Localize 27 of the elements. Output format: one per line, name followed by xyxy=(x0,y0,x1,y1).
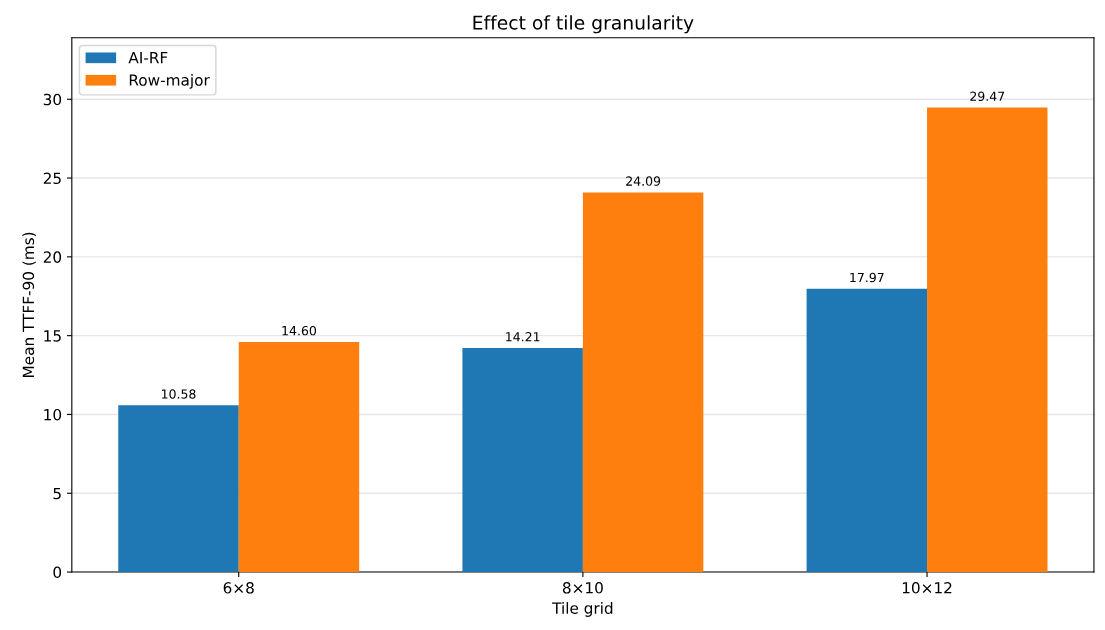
y-tick-label: 15 xyxy=(44,330,61,342)
data-label: 14.21 xyxy=(506,332,540,342)
bar xyxy=(582,192,704,573)
legend-label: AI-RF xyxy=(128,52,168,64)
y-tick-label: 0 xyxy=(53,566,62,579)
y-tick-label: 20 xyxy=(43,251,62,263)
y-tick-label: 10 xyxy=(44,408,62,421)
legend-label: Row-major xyxy=(129,73,210,89)
x-tick-label: 8×10 xyxy=(562,582,603,594)
data-label: 24.09 xyxy=(626,176,661,186)
data-label: 17.97 xyxy=(850,272,884,283)
x-tick-label: 6×8 xyxy=(223,582,254,594)
bar xyxy=(806,288,928,573)
chart-title: Effect of tile granularity xyxy=(473,15,694,34)
x-tick-label: 10×12 xyxy=(902,582,952,594)
y-tick-label: 25 xyxy=(43,172,61,185)
y-axis-title: Mean TTFF-90 (ms) xyxy=(22,232,36,377)
data-label: 14.60 xyxy=(282,325,317,336)
y-tick-label: 5 xyxy=(53,487,61,500)
y-tick-label: 30 xyxy=(43,93,62,106)
data-label: 10.58 xyxy=(161,389,196,399)
data-label: 29.47 xyxy=(970,91,1005,102)
bar xyxy=(462,348,583,573)
x-axis-title: Tile grid xyxy=(552,602,613,617)
bar xyxy=(927,107,1048,573)
bar xyxy=(118,405,239,573)
bar xyxy=(238,341,360,573)
